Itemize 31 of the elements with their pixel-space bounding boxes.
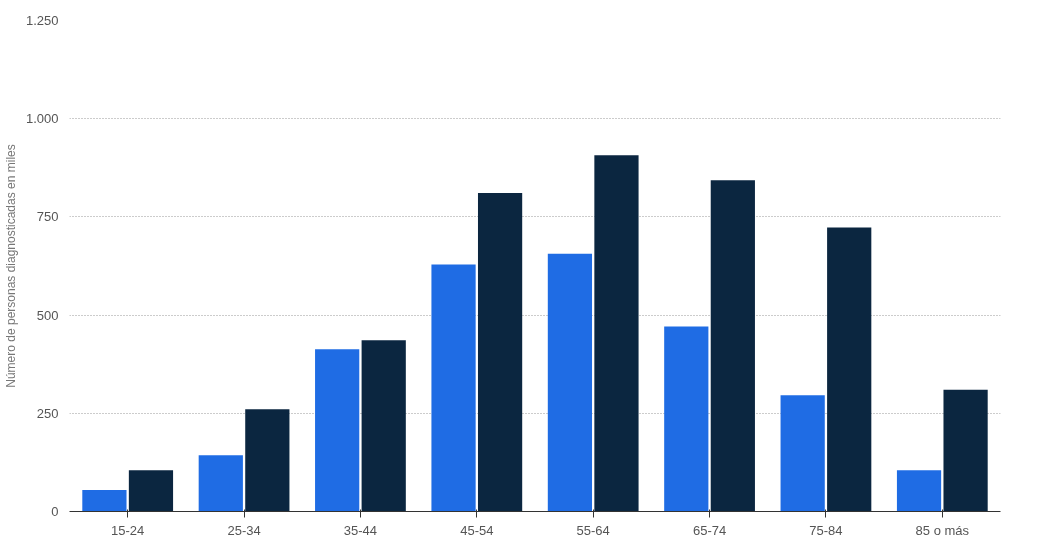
y-tick-label: 0 xyxy=(51,504,59,519)
y-tick-label: 500 xyxy=(36,307,59,323)
bar xyxy=(827,227,872,512)
bar xyxy=(780,395,825,512)
y-tick-label: 250 xyxy=(36,405,59,421)
x-tick-label: 25-34 xyxy=(227,522,261,538)
bar xyxy=(315,349,360,512)
bar xyxy=(431,264,476,512)
y-tick-label: 1.250 xyxy=(25,13,59,28)
bar xyxy=(547,253,593,512)
x-tick-label: 15-24 xyxy=(111,522,145,538)
bar xyxy=(943,389,988,512)
x-tick-label: 65-74 xyxy=(692,522,727,538)
bar xyxy=(710,180,755,512)
bar xyxy=(664,326,709,512)
y-axis-title: Número de personas diagnosticadas en miles xyxy=(3,144,18,388)
bar xyxy=(361,340,406,512)
x-tick-label: 55-64 xyxy=(576,522,610,538)
bar xyxy=(594,155,639,512)
bar xyxy=(128,470,174,512)
bar xyxy=(896,470,942,512)
x-tick-label: 75-84 xyxy=(809,522,843,538)
bar xyxy=(477,192,523,512)
x-tick-label: 35-44 xyxy=(343,522,378,538)
x-tick-label: 85 o más xyxy=(915,522,970,538)
bar xyxy=(245,409,290,512)
bar xyxy=(82,489,127,512)
bar xyxy=(198,455,243,512)
x-tick-label: 45-54 xyxy=(460,522,494,538)
y-tick-label: 1.000 xyxy=(25,111,59,127)
y-tick-label: 750 xyxy=(36,209,59,225)
